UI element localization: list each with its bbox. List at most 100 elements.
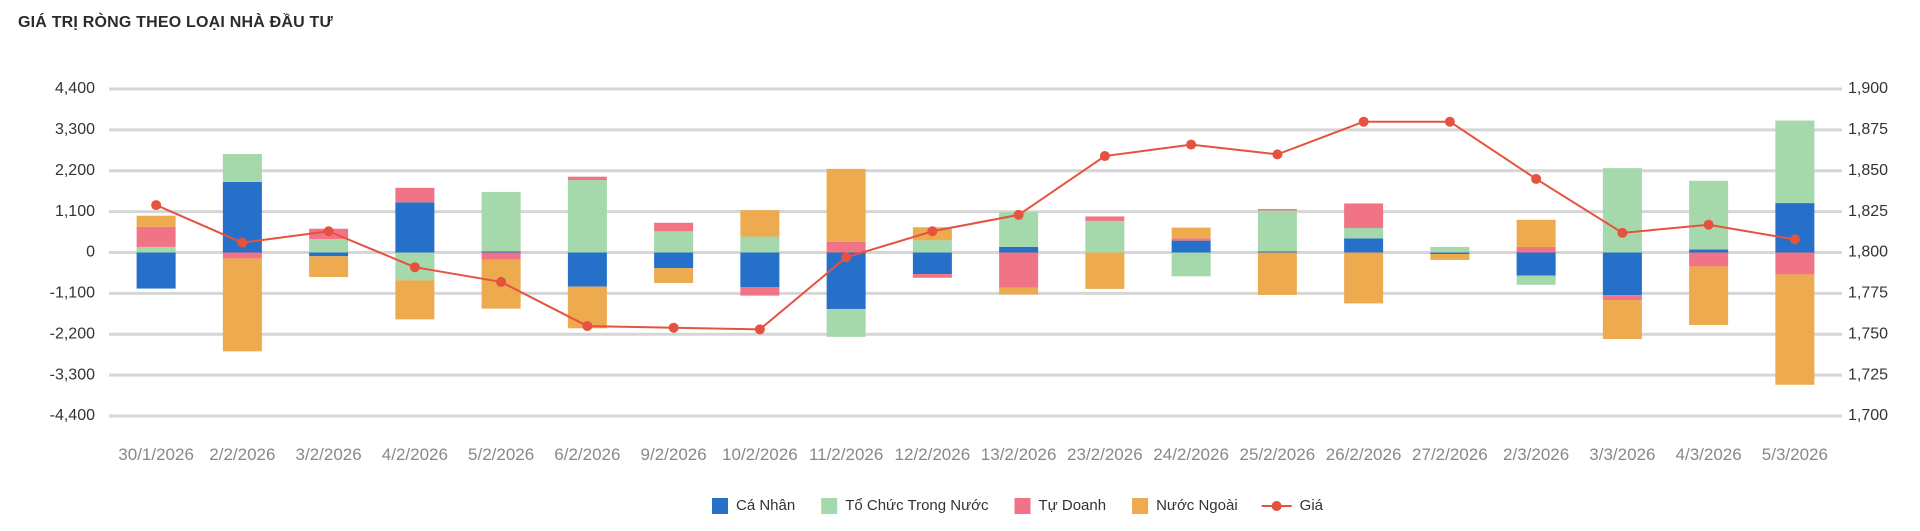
- bar-segment: [1602, 252, 1642, 296]
- x-tick-label: 3/3/2026: [1589, 445, 1655, 464]
- price-line: [155, 120, 1796, 331]
- bar-segment: [740, 210, 780, 237]
- bar-segment: [1344, 238, 1384, 253]
- x-tick-label: 26/2/2026: [1326, 445, 1402, 464]
- x-tick-label: 27/2/2026: [1412, 445, 1488, 464]
- bar-segment: [1775, 203, 1815, 253]
- bar-segment: [567, 180, 607, 253]
- x-tick-label: 11/2/2026: [809, 445, 883, 464]
- bar-segment: [999, 252, 1039, 288]
- bar-segment: [395, 202, 435, 253]
- bar-segment: [1602, 300, 1642, 340]
- bar-segment: [740, 287, 780, 296]
- bar-segment: [999, 287, 1039, 295]
- legend-label: Tự Doanh: [1039, 497, 1107, 514]
- bar-segment: [481, 252, 521, 260]
- x-tick-label: 12/2/2026: [895, 445, 971, 464]
- legend-swatch: [712, 498, 728, 514]
- bar-segment: [912, 252, 952, 275]
- bar-segment: [136, 226, 176, 247]
- bar-layer: [136, 120, 1815, 385]
- x-tick-label: 4/3/2026: [1676, 445, 1742, 464]
- bar-segment: [1516, 252, 1556, 276]
- price-point: [1789, 234, 1800, 245]
- y-left-tick-label: 1,100: [55, 203, 95, 220]
- bar-segment: [1775, 252, 1815, 275]
- bar-segment: [136, 246, 176, 253]
- price-point: [151, 200, 162, 211]
- bar-segment: [1602, 295, 1642, 301]
- bar-segment: [309, 252, 349, 257]
- price-point: [409, 262, 420, 273]
- bar-segment: [1516, 219, 1556, 247]
- bar-segment: [1344, 227, 1384, 239]
- bar-segment: [1689, 252, 1729, 267]
- price-point: [1617, 227, 1628, 238]
- bar-segment: [309, 256, 349, 278]
- price-point: [1099, 151, 1110, 162]
- price-point: [754, 324, 765, 335]
- price-line-layer: [151, 116, 1800, 335]
- x-tick-label: 5/3/2026: [1762, 445, 1828, 464]
- price-point: [1531, 173, 1542, 184]
- legend-label: Cá Nhân: [736, 497, 795, 514]
- x-tick-label: 25/2/2026: [1240, 445, 1316, 464]
- x-tick-label: 2/2/2026: [209, 445, 275, 464]
- price-point: [237, 237, 248, 248]
- x-tick-label: 3/2/2026: [296, 445, 362, 464]
- price-point: [668, 322, 679, 333]
- bar-segment: [654, 231, 694, 253]
- x-axis: 30/1/2026 2/2/2026 3/2/2026 4/2/2026 5/2/202…: [118, 445, 1828, 464]
- bar-segment: [1689, 266, 1729, 325]
- x-tick-label: 10/2/2026: [722, 445, 798, 464]
- y-left-tick-label: 0: [86, 244, 95, 261]
- bar-segment: [654, 222, 694, 232]
- y-left-tick-label: 3,300: [55, 121, 95, 138]
- price-point: [1444, 116, 1455, 127]
- bar-segment: [567, 252, 607, 287]
- bar-segment: [1430, 252, 1470, 254]
- bar-segment: [654, 252, 694, 269]
- y-left-tick-label: -2,200: [50, 325, 95, 342]
- bar-segment: [395, 280, 435, 320]
- y-right-tick-label: 1,775: [1848, 285, 1888, 302]
- bar-segment: [222, 258, 262, 352]
- bar-segment: [1171, 238, 1211, 241]
- bar-segment: [136, 252, 176, 289]
- bar-segment: [1257, 210, 1297, 252]
- bar-segment: [1689, 180, 1729, 250]
- bar-segment: [1257, 252, 1297, 295]
- bar-segment: [309, 239, 349, 253]
- x-tick-label: 23/2/2026: [1067, 445, 1143, 464]
- bar-segment: [826, 168, 866, 242]
- legend-swatch: [1014, 498, 1031, 514]
- y-right-tick-label: 1,725: [1848, 366, 1888, 383]
- y-left-tick-label: -1,100: [50, 285, 95, 302]
- y-right-tick-label: 1,750: [1848, 325, 1888, 342]
- price-point: [496, 276, 507, 287]
- bar-segment: [1430, 253, 1470, 260]
- bar-segment: [1689, 249, 1729, 253]
- y-right-tick-label: 1,850: [1848, 162, 1888, 179]
- bar-segment: [912, 240, 952, 253]
- bar-segment: [1171, 227, 1211, 239]
- x-tick-label: 9/2/2026: [641, 445, 707, 464]
- bar-segment: [481, 251, 521, 253]
- bar-segment: [1085, 216, 1125, 221]
- price-point: [927, 226, 938, 237]
- x-tick-label: 5/2/2026: [468, 445, 534, 464]
- y-right-tick-label: 1,700: [1848, 407, 1888, 424]
- price-point: [323, 226, 334, 237]
- y-right-tick-label: 1,825: [1848, 203, 1888, 220]
- bar-segment: [136, 215, 176, 227]
- price-point: [1272, 149, 1283, 160]
- bar-segment: [1085, 252, 1125, 289]
- price-point: [1013, 209, 1024, 220]
- bar-segment: [481, 191, 521, 252]
- price-point: [582, 321, 593, 332]
- bar-segment: [1344, 252, 1384, 304]
- legend-swatch: [1132, 498, 1149, 514]
- legend-label: Giá: [1300, 497, 1324, 514]
- y-left-tick-label: -4,400: [50, 407, 95, 424]
